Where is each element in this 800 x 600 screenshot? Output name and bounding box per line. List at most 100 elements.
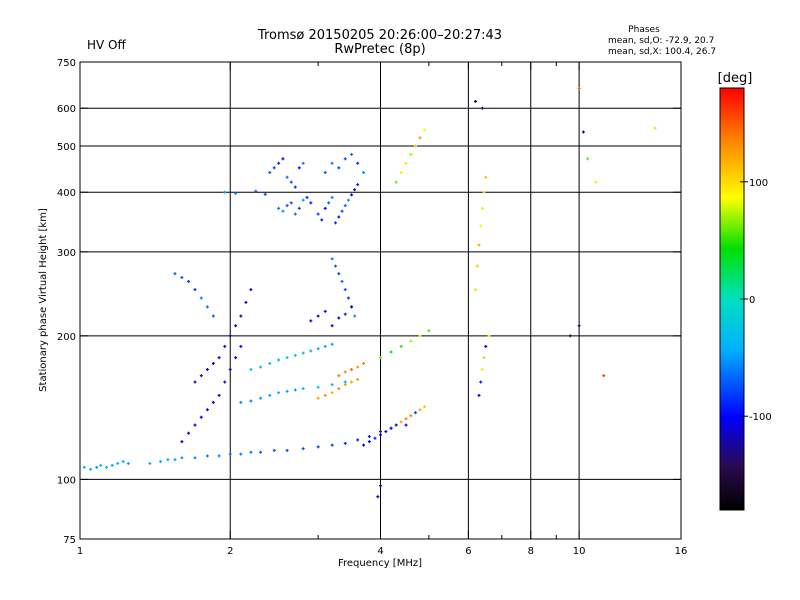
data-point [362,443,366,447]
data-point [330,161,334,165]
data-point [234,356,238,360]
data-point [327,201,331,205]
data-point [343,288,347,292]
data-point [234,191,238,195]
data-point [487,334,491,338]
data-point [373,436,377,440]
colorbar-tick-label: 100 [749,178,768,189]
data-point [199,296,203,300]
data-point [330,342,334,346]
data-point [477,393,481,397]
data-point [404,417,408,421]
data-point [479,224,483,228]
data-point [376,495,380,499]
data-point [297,166,301,170]
data-point [353,314,357,318]
data-point [367,435,371,439]
data-point [473,99,477,103]
data-point [473,288,477,292]
data-point [340,209,344,213]
x-tick-label: 4 [377,546,383,557]
data-point [211,361,215,365]
data-point [367,440,371,444]
data-point [356,183,360,187]
phase-box-title: Phases [628,25,660,35]
data-point [173,272,177,276]
data-point [121,460,125,464]
data-point [293,353,297,357]
data-point [362,361,366,365]
y-tick-label: 100 [57,475,76,486]
data-point [249,399,253,403]
data-point [362,170,366,174]
data-point [228,452,232,456]
chart-subtitle: RwPretec (8p) [334,42,425,57]
data-point [333,264,337,268]
data-point [475,264,479,268]
data-point [301,161,305,165]
data-point [268,170,272,174]
data-point [180,440,184,444]
data-point [268,393,272,397]
data-point [187,431,191,435]
data-point [180,456,184,460]
x-tick-label: 6 [465,546,471,557]
data-point [323,393,327,397]
data-point [323,309,327,313]
data-point [180,276,184,280]
data-point [356,438,360,442]
data-point [480,106,484,110]
data-point [193,380,197,384]
data-point [316,212,320,216]
data-point [193,456,197,460]
data-point [305,195,309,199]
data-point [316,396,320,400]
status-label: HV Off [87,38,126,52]
data-point [277,358,281,362]
data-point [394,180,398,184]
data-point [350,305,354,309]
chart-title: Tromsø 20150205 20:26:00–20:27:43 [257,28,502,43]
data-point [239,452,243,456]
data-point [297,206,301,210]
data-point [223,380,227,384]
data-point [350,380,354,384]
data-point [422,128,426,132]
data-point [309,319,313,323]
data-point [409,339,413,343]
data-point [413,144,417,148]
data-point [316,445,320,449]
data-point [427,329,431,333]
data-point [116,461,120,465]
data-point [586,157,590,161]
colorbar-label: [deg] [718,71,753,86]
data-point [249,288,253,292]
data-point [211,400,215,404]
data-point [337,166,341,170]
data-point [343,380,347,384]
data-point [289,201,293,205]
data-point [110,463,114,467]
data-point [350,152,354,156]
data-point [285,175,289,179]
data-point [244,300,248,304]
data-point [285,389,289,393]
colorbar-tick-label: 0 [749,295,755,306]
data-point [353,188,357,192]
data-point [316,347,320,351]
data-point [413,411,417,415]
data-point [199,374,203,378]
data-point [484,175,488,179]
data-point [356,365,360,369]
data-point [346,198,350,202]
data-point [272,166,276,170]
data-point [228,367,232,371]
data-point [337,215,341,219]
data-point [205,454,209,458]
data-point [653,126,657,130]
x-tick-label: 16 [675,546,688,557]
data-point [479,380,483,384]
data-point [259,365,263,369]
data-point [343,383,347,387]
